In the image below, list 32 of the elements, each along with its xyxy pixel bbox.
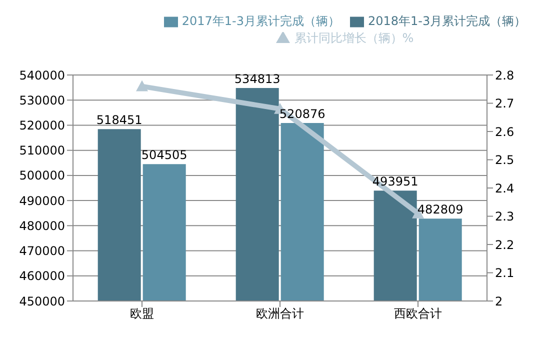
data-label: 504505 — [141, 148, 188, 162]
y2-tick-label: 2.6 — [495, 124, 514, 139]
data-label: 518451 — [96, 113, 142, 128]
legend-label: 累计同比增长（辆）% — [294, 31, 414, 45]
y-tick-label: 470000 — [19, 244, 65, 258]
data-label: 493951 — [372, 174, 418, 189]
y2-tick-label: 2 — [495, 294, 503, 308]
data-label: 482809 — [417, 202, 464, 217]
y2-tick-label: 2.3 — [495, 210, 514, 224]
y-tick-label: 500000 — [19, 168, 65, 183]
legend-label: 2017年1-3月累计完成（辆） — [182, 14, 340, 28]
x-tick-label: 欧洲合计 — [256, 306, 304, 321]
point — [136, 80, 148, 92]
data-label: 534813 — [234, 72, 280, 86]
y2-tick-label: 2.2 — [495, 238, 514, 252]
y-tick-label: 480000 — [19, 218, 65, 233]
y2-tick-label: 2.4 — [495, 181, 514, 196]
data-label: 520876 — [279, 107, 326, 122]
y-tick-label: 540000 — [19, 68, 65, 82]
y-tick-label: 450000 — [19, 294, 65, 308]
y2-tick-label: 2.5 — [495, 153, 514, 168]
x-tick-label: 西欧合计 — [394, 306, 442, 321]
y-tick-label: 530000 — [19, 93, 65, 108]
y-tick-label: 510000 — [19, 144, 65, 158]
x-tick-label: 欧盟 — [130, 306, 154, 321]
y2-tick-label: 2.7 — [495, 96, 514, 111]
legend-label: 2018年1-3月累计完成（辆） — [368, 14, 526, 28]
y-tick-label: 520000 — [19, 118, 65, 132]
y2-tick-label: 2.1 — [495, 266, 514, 280]
y-tick-label: 490000 — [19, 194, 65, 208]
y2-tick-label: 2.8 — [495, 68, 514, 82]
y-tick-label: 460000 — [19, 269, 65, 284]
